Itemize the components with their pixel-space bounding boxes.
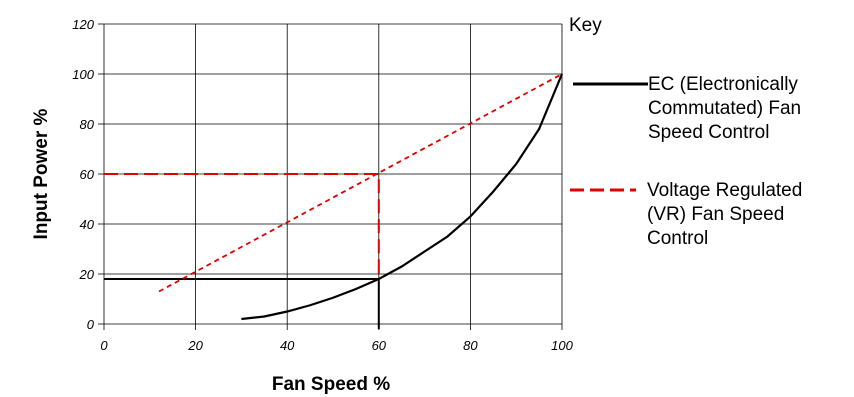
grid bbox=[98, 24, 562, 330]
legend: Key EC (Electronically Commutated) Fan Spe… bbox=[569, 15, 802, 249]
legend-label-line: Voltage Regulated bbox=[647, 180, 802, 201]
x-tick-label: 0 bbox=[100, 338, 108, 353]
legend-title: Key bbox=[569, 15, 602, 36]
x-tick-label: 40 bbox=[280, 338, 295, 353]
reference-lines bbox=[104, 174, 379, 329]
vr-reference-line bbox=[104, 174, 379, 279]
y-tick-label: 100 bbox=[72, 67, 94, 82]
x-tick-label: 100 bbox=[551, 338, 573, 353]
y-tick-label: 80 bbox=[80, 117, 95, 132]
y-tick-label: 120 bbox=[72, 17, 94, 32]
ec-reference-line bbox=[104, 279, 379, 329]
series bbox=[159, 74, 562, 319]
x-axis-title: Fan Speed % bbox=[272, 374, 390, 395]
y-tick-label: 0 bbox=[87, 317, 95, 332]
legend-label-line: Speed Control bbox=[648, 122, 769, 143]
legend-label-line: Control bbox=[647, 228, 708, 249]
ec-series-line bbox=[241, 74, 562, 319]
y-tick-label: 20 bbox=[79, 267, 95, 282]
y-tick-label: 60 bbox=[80, 167, 95, 182]
legend-label-line: (VR) Fan Speed bbox=[647, 204, 784, 225]
legend-label-line: EC (Electronically bbox=[648, 74, 798, 95]
x-tick-label: 20 bbox=[187, 338, 203, 353]
y-tick-label: 40 bbox=[80, 217, 95, 232]
legend-label-line: Commutated) Fan bbox=[648, 98, 801, 119]
x-tick-label: 80 bbox=[463, 338, 478, 353]
y-axis-title: Input Power % bbox=[31, 108, 52, 239]
x-tick-label: 60 bbox=[372, 338, 387, 353]
